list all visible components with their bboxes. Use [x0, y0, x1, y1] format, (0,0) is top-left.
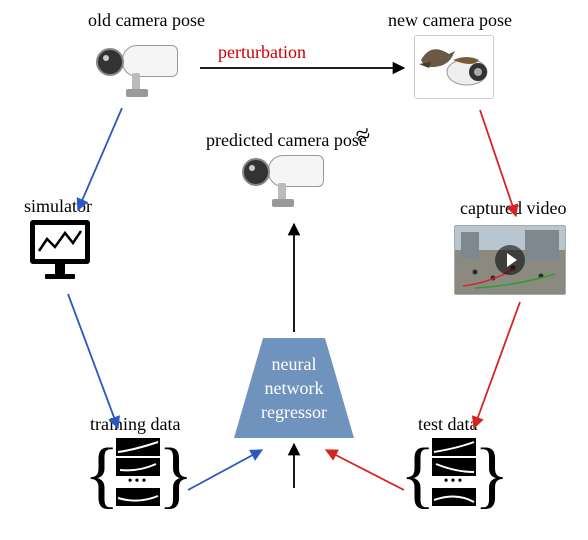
- swatch: [432, 458, 476, 476]
- label-old-pose: old camera pose: [88, 10, 205, 31]
- brace-close-icon: }: [158, 438, 194, 512]
- regressor-text-2: network: [234, 376, 354, 400]
- brace-open-icon: {: [84, 438, 120, 512]
- training-swatches: { ••• }: [106, 438, 170, 508]
- swatch: [116, 458, 160, 476]
- label-predicted-pose: predicted camera pose: [206, 130, 367, 151]
- swatch: [432, 488, 476, 506]
- label-perturbation: perturbation: [218, 42, 306, 63]
- play-icon: [495, 245, 525, 275]
- arrow: [188, 450, 262, 490]
- label-captured-video: captured video: [460, 198, 566, 219]
- label-simulator: simulator: [24, 196, 92, 217]
- brace-open-icon: {: [400, 438, 436, 512]
- arrow: [474, 302, 520, 428]
- video-thumbnail: [454, 225, 566, 295]
- label-training-data: training data: [90, 414, 180, 435]
- swatch: [116, 488, 160, 506]
- swatch: [116, 438, 160, 456]
- regressor-text-3: regressor: [234, 400, 354, 424]
- monitor-icon: [30, 220, 90, 279]
- label-test-data: test data: [418, 414, 477, 435]
- arrow: [78, 108, 122, 210]
- arrow: [326, 450, 404, 490]
- swatch: [432, 438, 476, 456]
- label-new-pose: new camera pose: [388, 10, 512, 31]
- regressor-text-1: neural: [234, 352, 354, 376]
- bird-in-camera-thumb: [414, 35, 494, 99]
- brace-close-icon: }: [474, 438, 510, 512]
- test-swatches: { ••• }: [422, 438, 486, 508]
- regressor-box: neural network regressor: [234, 338, 354, 443]
- arrow: [68, 294, 118, 428]
